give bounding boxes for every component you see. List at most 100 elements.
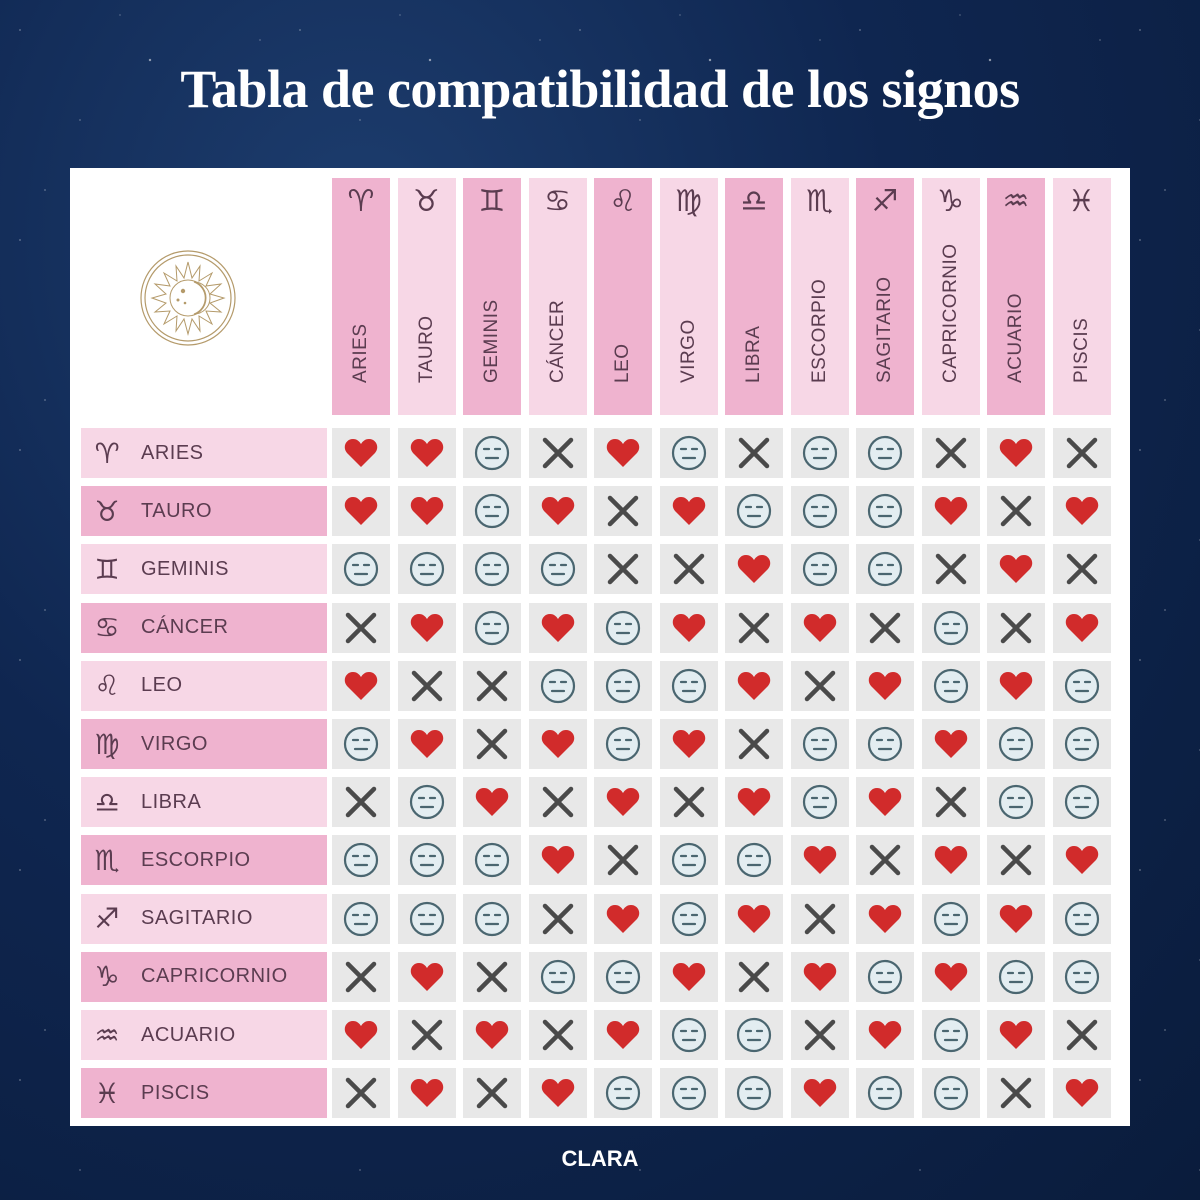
- neutral-face-icon: [343, 726, 379, 762]
- compatibility-cell: [528, 1068, 587, 1119]
- neutral-face-icon: [671, 842, 707, 878]
- compatibility-cell: [921, 486, 980, 537]
- compatibility-cell: [921, 1010, 980, 1060]
- row-header-leo: ♌ LEO: [81, 660, 327, 711]
- cross-icon: [541, 1018, 575, 1052]
- column-label: CAPRICORNIO: [939, 243, 961, 383]
- compatibility-cell: [528, 777, 587, 828]
- compatibility-cell: [463, 1068, 521, 1119]
- zodiac-sign-icon: ♍: [675, 184, 702, 219]
- neutral-face-icon: [605, 610, 641, 646]
- heart-icon: [541, 845, 575, 875]
- compatibility-cell: [856, 893, 914, 944]
- row-header-libra: ♎ LIBRA: [81, 777, 327, 828]
- column-header-leo: ♌ LEO: [594, 178, 652, 415]
- compatibility-cell: [790, 602, 849, 653]
- compatibility-cell: [397, 544, 456, 595]
- compatibility-cell: [463, 893, 521, 944]
- neutral-face-icon: [867, 551, 903, 587]
- compatibility-cell: [659, 544, 718, 595]
- heart-icon: [672, 962, 706, 992]
- zodiac-sign-icon: ♎: [740, 184, 768, 219]
- heart-icon: [410, 496, 444, 526]
- cross-icon: [934, 785, 968, 819]
- row-header-capricornio: ♑ CAPRICORNIO: [81, 951, 327, 1002]
- column-label: LEO: [612, 343, 633, 383]
- zodiac-sign-icon: ♈: [347, 184, 375, 219]
- cross-icon: [737, 960, 771, 994]
- heart-icon: [868, 1020, 902, 1050]
- cross-icon: [672, 785, 706, 819]
- compatibility-cell: [397, 428, 456, 478]
- zodiac-sign-icon: ♑: [94, 960, 120, 994]
- neutral-face-icon: [605, 668, 641, 704]
- cross-icon: [410, 669, 444, 703]
- compatibility-cell: [332, 1010, 390, 1060]
- zodiac-sign-icon: ♉: [94, 494, 120, 528]
- column-header-sagitario: ♐ SAGITARIO: [856, 178, 914, 415]
- compatibility-cell: [1052, 544, 1111, 595]
- heart-icon: [737, 554, 771, 584]
- cross-icon: [868, 843, 902, 877]
- compatibility-cell: [594, 544, 652, 595]
- compatibility-cell: [659, 1068, 718, 1119]
- column-header-libra: ♎ LIBRA: [725, 178, 783, 415]
- cross-icon: [475, 669, 509, 703]
- cross-icon: [344, 1076, 378, 1110]
- compatibility-cell: [921, 544, 980, 595]
- neutral-face-icon: [474, 435, 510, 471]
- neutral-face-icon: [933, 1075, 969, 1111]
- neutral-face-icon: [343, 901, 379, 937]
- column-label: GEMINIS: [481, 299, 502, 383]
- compatibility-cell: [790, 777, 849, 828]
- neutral-face-icon: [1064, 726, 1100, 762]
- heart-icon: [344, 1020, 378, 1050]
- neutral-face-icon: [343, 551, 379, 587]
- compatibility-cell: [856, 660, 914, 711]
- column-header-aries: ♈ ARIES: [332, 178, 390, 415]
- heart-icon: [803, 962, 837, 992]
- compatibility-cell: [332, 660, 390, 711]
- compatibility-cell: [921, 719, 980, 769]
- zodiac-sign-icon: ♎: [94, 785, 120, 819]
- heart-icon: [868, 904, 902, 934]
- heart-icon: [606, 1020, 640, 1050]
- compatibility-cell: [594, 893, 652, 944]
- cross-icon: [541, 902, 575, 936]
- neutral-face-icon: [998, 726, 1034, 762]
- heart-icon: [410, 729, 444, 759]
- heart-icon: [344, 496, 378, 526]
- compatibility-cell: [463, 719, 521, 769]
- zodiac-sign-icon: ♒: [94, 1018, 120, 1052]
- heart-icon: [934, 962, 968, 992]
- column-header-piscis: ♓ PISCIS: [1052, 178, 1111, 415]
- compatibility-cell: [332, 602, 390, 653]
- neutral-face-icon: [343, 842, 379, 878]
- cross-icon: [344, 960, 378, 994]
- compatibility-cell: [463, 777, 521, 828]
- brand-logo: CLARA: [561, 1146, 639, 1171]
- neutral-face-icon: [605, 1075, 641, 1111]
- compatibility-cell: [659, 1010, 718, 1060]
- zodiac-sign-icon: ♐: [94, 902, 120, 936]
- compatibility-cell: [921, 951, 980, 1002]
- compatibility-cell: [463, 951, 521, 1002]
- compatibility-cell: [1052, 428, 1111, 478]
- neutral-face-icon: [933, 1017, 969, 1053]
- neutral-face-icon: [802, 784, 838, 820]
- heart-icon: [410, 1078, 444, 1108]
- compatibility-cell: [1052, 951, 1111, 1002]
- cross-icon: [1065, 1018, 1099, 1052]
- compatibility-cell: [528, 719, 587, 769]
- heart-icon: [803, 845, 837, 875]
- neutral-face-icon: [540, 551, 576, 587]
- zodiac-sign-icon: ♈: [94, 436, 120, 470]
- compatibility-cell: [987, 719, 1045, 769]
- column-label: SAGITARIO: [874, 276, 895, 383]
- cross-icon: [803, 1018, 837, 1052]
- compatibility-cell: [594, 1068, 652, 1119]
- heart-icon: [672, 496, 706, 526]
- compatibility-cell: [921, 777, 980, 828]
- heart-icon: [672, 613, 706, 643]
- zodiac-sign-icon: ♓: [1068, 184, 1095, 219]
